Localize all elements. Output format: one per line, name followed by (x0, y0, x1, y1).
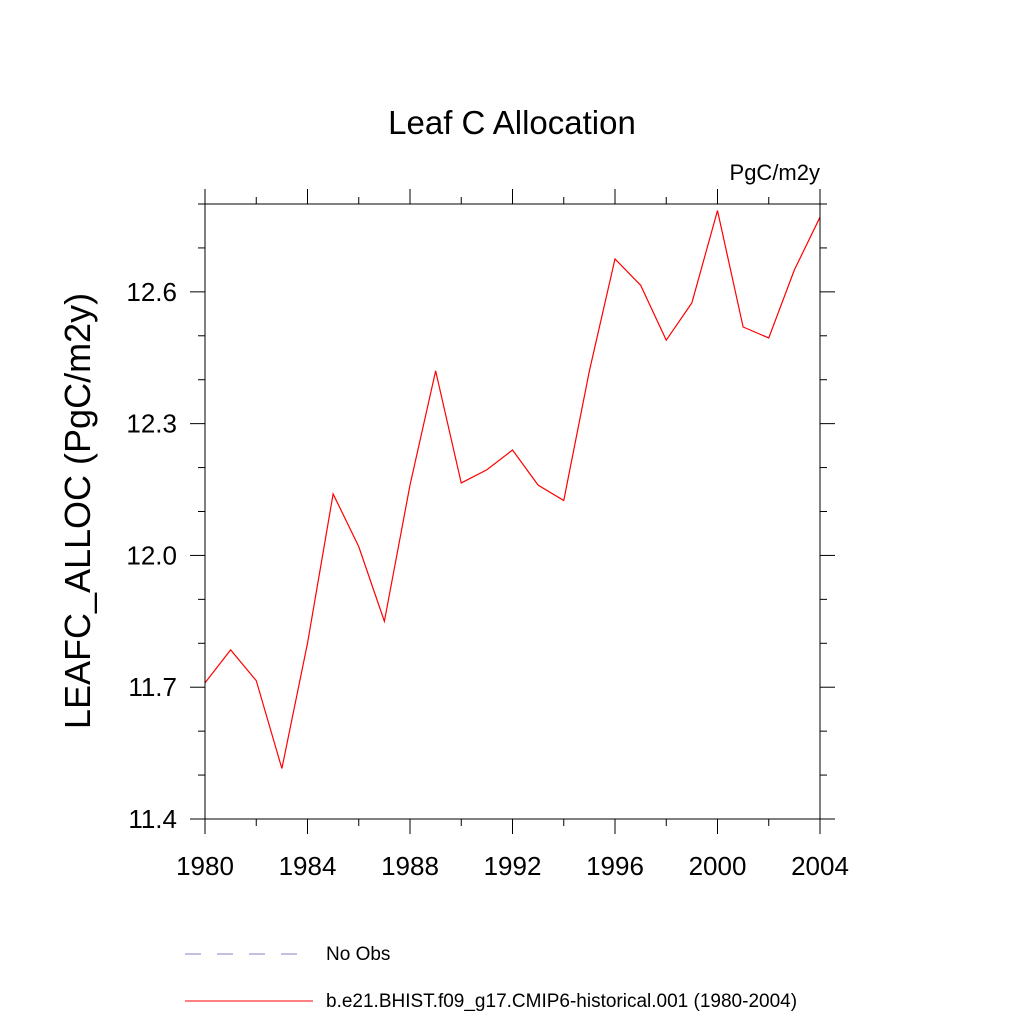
plot-frame (204, 203, 821, 820)
x-tick-label: 1996 (586, 851, 644, 881)
y-tick-label: 11.7 (128, 672, 177, 702)
y-axis-label: LEAFC_ALLOC (PgC/m2y) (57, 293, 98, 729)
x-tick-label: 1988 (381, 851, 439, 881)
x-tick-label: 1992 (484, 851, 542, 881)
legend-label-historical: b.e21.BHIST.f09_g17.CMIP6-historical.001… (326, 991, 797, 1012)
legend: No Obs b.e21.BHIST.f09_g17.CMIP6-histori… (185, 944, 797, 1012)
x-tick-label: 2000 (689, 851, 747, 881)
y-tick-labels: 11.4 11.7 12.0 12.3 12.6 (126, 277, 177, 834)
series-line-historical (204, 210, 821, 769)
x-tick-labels: 1980 1984 1988 1992 1996 2000 2004 (176, 851, 849, 881)
y-tick-label: 12.3 (126, 409, 177, 439)
legend-label-no-obs: No Obs (326, 944, 390, 965)
units-label: PgC/m2y (730, 160, 820, 185)
x-tick-label: 2004 (791, 851, 849, 881)
x-tick-label: 1980 (176, 851, 234, 881)
chart-title: Leaf C Allocation (388, 104, 636, 141)
y-tick-label: 12.6 (126, 277, 177, 307)
y-tick-label: 11.4 (128, 804, 177, 834)
axis-ticks (190, 189, 835, 834)
data-series (204, 210, 821, 769)
y-tick-label: 12.0 (126, 540, 177, 570)
x-tick-label: 1984 (279, 851, 337, 881)
